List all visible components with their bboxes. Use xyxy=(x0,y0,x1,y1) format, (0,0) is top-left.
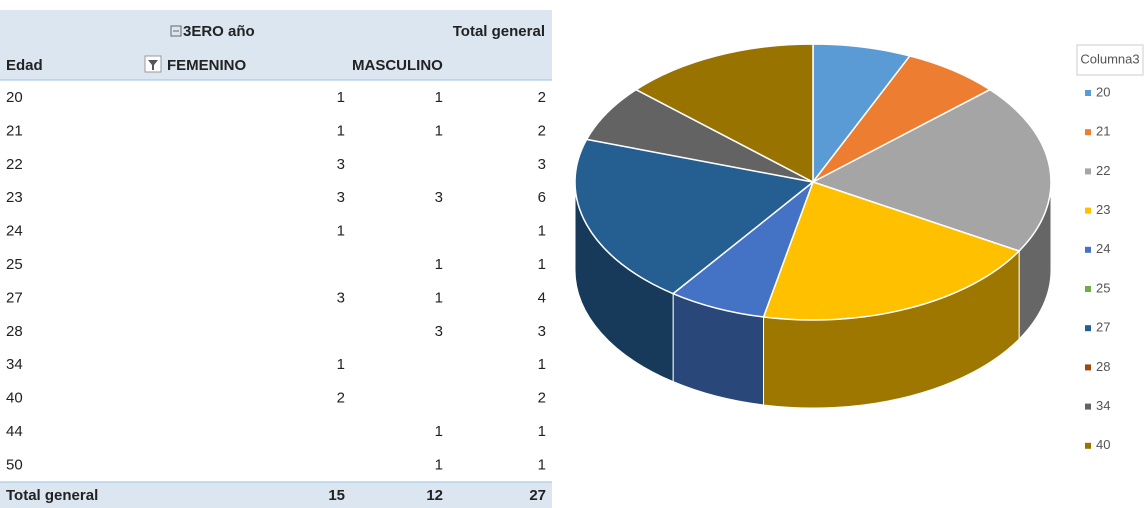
table-cell: 1 xyxy=(435,122,443,139)
table-cell: 2 xyxy=(538,390,546,407)
pie-slice xyxy=(762,181,1021,321)
row-label: 50 xyxy=(6,456,23,473)
table-cell: 3 xyxy=(337,189,345,206)
table-cell: 3 xyxy=(435,323,443,340)
table-cell: 1 xyxy=(337,89,345,106)
legend-swatch xyxy=(1085,403,1091,410)
row-label: 21 xyxy=(6,122,23,139)
legend-swatch xyxy=(1085,246,1091,253)
table-cell: 1 xyxy=(435,256,443,273)
table-cell: 3 xyxy=(538,156,546,173)
row-label: 28 xyxy=(6,323,23,340)
group-header: 3ERO año xyxy=(183,23,255,40)
table-cell: 2 xyxy=(538,89,546,106)
table-cell: 3 xyxy=(538,323,546,340)
legend-label: 22 xyxy=(1096,163,1110,178)
header-bg xyxy=(0,10,552,80)
table-cell: 1 xyxy=(538,356,546,373)
table-cell: 1 xyxy=(538,223,546,240)
column-header: FEMENINO xyxy=(167,57,247,74)
total-cell: 15 xyxy=(328,487,345,504)
table-cell: 6 xyxy=(538,189,546,206)
table-cell: 1 xyxy=(337,356,345,373)
table-cell: 1 xyxy=(337,122,345,139)
table-cell: 2 xyxy=(337,390,345,407)
row-label: 20 xyxy=(6,89,23,106)
legend-swatch xyxy=(1085,129,1091,136)
row-label: 24 xyxy=(6,223,23,240)
legend-swatch xyxy=(1085,286,1091,292)
row-label: 40 xyxy=(6,390,23,407)
table-cell: 1 xyxy=(337,223,345,240)
legend-label: 20 xyxy=(1096,84,1110,99)
pie-slice xyxy=(574,138,815,295)
table-cell: 1 xyxy=(435,89,443,106)
total-cell: 12 xyxy=(426,487,443,504)
table-cell: 3 xyxy=(337,156,345,173)
total-header: Total general xyxy=(453,23,545,40)
legend-label: 27 xyxy=(1096,320,1110,335)
legend-label: 21 xyxy=(1096,124,1110,139)
legend-swatch xyxy=(1085,442,1091,449)
legend-label: 34 xyxy=(1096,398,1110,413)
legend-title: Columna3 xyxy=(1080,51,1139,66)
legend-swatch xyxy=(1085,168,1091,175)
legend-title-box xyxy=(1076,44,1144,76)
row-label: 27 xyxy=(6,289,23,306)
total-cell: Total general xyxy=(6,487,98,504)
table-cell: 3 xyxy=(337,289,345,306)
row-label: 34 xyxy=(6,356,23,373)
column-header: MASCULINO xyxy=(352,57,443,74)
legend-swatch xyxy=(1085,90,1091,96)
collapse-icon[interactable] xyxy=(170,25,182,37)
legend-swatch xyxy=(1085,364,1091,371)
legend-label: 40 xyxy=(1096,437,1110,452)
table-cell: 1 xyxy=(538,256,546,273)
legend-label: 23 xyxy=(1096,202,1110,217)
pie-slice xyxy=(811,88,1052,252)
legend-swatch xyxy=(1085,325,1091,332)
row-label: 23 xyxy=(6,189,23,206)
table-cell: 1 xyxy=(435,423,443,440)
table-cell: 3 xyxy=(435,189,443,206)
legend-label: 28 xyxy=(1096,359,1110,374)
table-cell: 1 xyxy=(435,289,443,306)
total-cell: 27 xyxy=(529,487,546,504)
legend-swatch xyxy=(1085,207,1091,214)
legend-label: 24 xyxy=(1096,241,1110,256)
table-cell: 1 xyxy=(538,423,546,440)
row-label: 22 xyxy=(6,156,23,173)
table-cell: 1 xyxy=(435,456,443,473)
table-cell: 4 xyxy=(538,289,546,306)
table-cell: 1 xyxy=(538,456,546,473)
row-label: 25 xyxy=(6,256,23,273)
row-label: 44 xyxy=(6,423,23,440)
table-cell: 2 xyxy=(538,122,546,139)
pie-slice xyxy=(634,43,814,184)
total-bg xyxy=(0,482,552,508)
filter-glyph xyxy=(148,60,158,70)
row-header: Edad xyxy=(6,57,43,74)
legend-label: 25 xyxy=(1096,280,1110,295)
